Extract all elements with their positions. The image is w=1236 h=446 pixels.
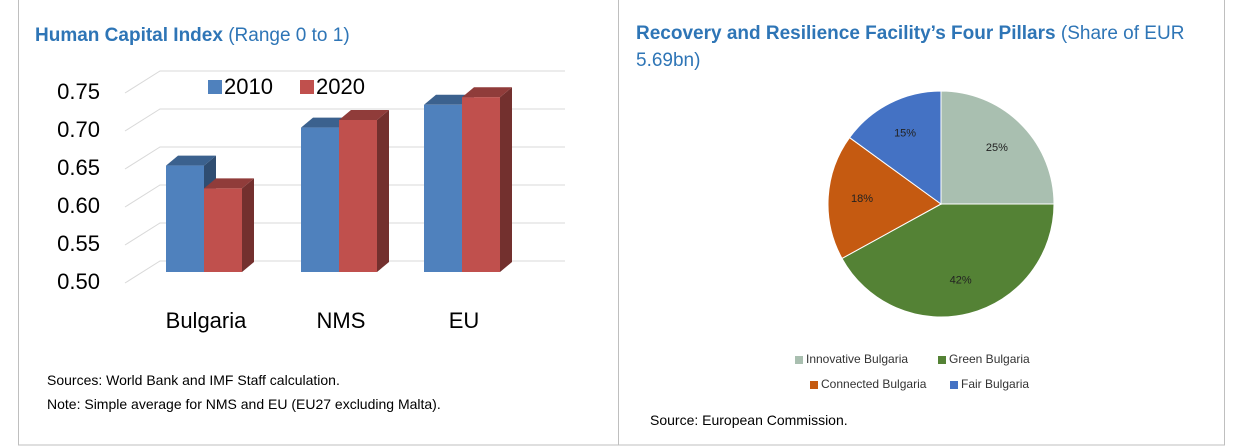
bar-top xyxy=(339,110,389,120)
pie-slice xyxy=(848,90,942,205)
y-tick-label: 0.55 xyxy=(57,231,100,256)
bar-side xyxy=(500,87,512,272)
bar xyxy=(166,165,204,272)
pie-slice xyxy=(841,203,1055,318)
bar-top xyxy=(301,117,351,128)
title-main: Human Capital Index xyxy=(35,25,223,46)
data-label: 15% xyxy=(894,127,916,139)
bar-side xyxy=(377,110,389,272)
data-label: 42% xyxy=(950,275,972,287)
y-tick-label: 0.65 xyxy=(57,155,100,180)
data-label: 25% xyxy=(986,142,1008,154)
grid-line xyxy=(124,70,565,94)
panel-border xyxy=(618,0,1225,446)
pie-slice xyxy=(827,136,942,260)
data-label: 18% xyxy=(851,193,873,205)
x-tick-label: Bulgaria xyxy=(166,308,247,333)
note: Sources: World Bank and IMF Staff calcul… xyxy=(47,372,340,388)
legend-label: Green Bulgaria xyxy=(949,352,1030,366)
legend-label: Connected Bulgaria xyxy=(821,377,927,391)
legend-swatch xyxy=(208,80,222,94)
title-main: Recovery and Resilience Facility’s Four … xyxy=(636,23,1056,44)
bar xyxy=(339,120,377,272)
bar-top xyxy=(424,94,474,105)
legend-label: Innovative Bulgaria xyxy=(806,352,908,366)
legend-swatch xyxy=(300,80,314,94)
y-tick-label: 0.50 xyxy=(57,269,100,294)
legend-swatch xyxy=(795,356,803,364)
bar-top xyxy=(462,87,512,98)
legend-label: 2010 xyxy=(224,74,273,99)
legend-label: Fair Bulgaria xyxy=(961,377,1029,391)
note: Note: Simple average for NMS and EU (EU2… xyxy=(47,396,441,412)
bar xyxy=(204,188,242,272)
bar xyxy=(424,104,462,272)
bar-top xyxy=(166,155,216,166)
bar-side xyxy=(242,178,254,272)
subtitle: (Share of EUR 5.69bn) xyxy=(636,23,1185,71)
legend-swatch xyxy=(938,356,946,364)
y-tick-label: 0.60 xyxy=(57,193,100,218)
legend-swatch xyxy=(810,381,818,389)
y-tick-label: 0.75 xyxy=(57,79,100,104)
legend-label: 2020 xyxy=(316,74,365,99)
bar xyxy=(301,127,339,272)
x-tick-label: EU xyxy=(449,308,480,333)
chart-title: Recovery and Resilience Facility’s Four … xyxy=(636,20,1218,74)
y-tick-label: 0.70 xyxy=(57,117,100,142)
chart-title: Human Capital Index (Range 0 to 1) xyxy=(35,22,605,49)
bar-top xyxy=(204,178,254,189)
pie-slice xyxy=(940,90,1055,205)
x-tick-label: NMS xyxy=(317,308,366,333)
subtitle: (Range 0 to 1) xyxy=(228,25,350,46)
bar xyxy=(462,97,500,272)
legend-swatch xyxy=(950,381,958,389)
note: Source: European Commission. xyxy=(650,412,848,428)
